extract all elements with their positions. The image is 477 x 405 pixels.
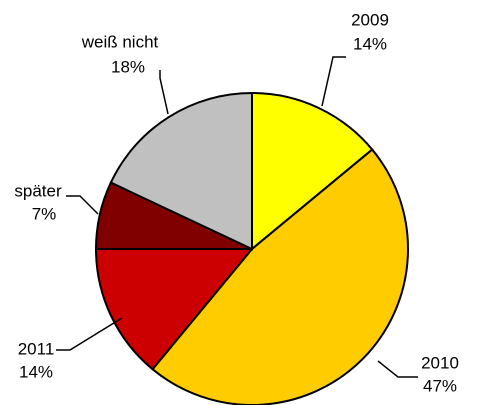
leader-line bbox=[56, 317, 123, 351]
slice-value-label: 14% bbox=[19, 362, 53, 381]
leader-line bbox=[66, 195, 99, 215]
pie-slice bbox=[151, 148, 409, 405]
slice-label: weiß nicht bbox=[81, 32, 159, 51]
slice-value-label: 7% bbox=[32, 204, 57, 223]
leader-line bbox=[377, 360, 418, 378]
slice-label: 2011 bbox=[18, 339, 55, 358]
slice-label: 2009 bbox=[351, 10, 389, 29]
pie-slice bbox=[94, 248, 255, 371]
slice-value-label: 14% bbox=[353, 34, 387, 53]
leader-line bbox=[159, 70, 169, 115]
slice-value-label: 18% bbox=[111, 57, 145, 76]
pie-slice bbox=[109, 91, 253, 251]
leader-line bbox=[321, 56, 346, 107]
slice-label: später bbox=[14, 181, 62, 200]
pie-slice bbox=[251, 91, 374, 252]
slice-label: 2010 bbox=[421, 353, 459, 372]
slice-value-label: 47% bbox=[423, 376, 457, 395]
